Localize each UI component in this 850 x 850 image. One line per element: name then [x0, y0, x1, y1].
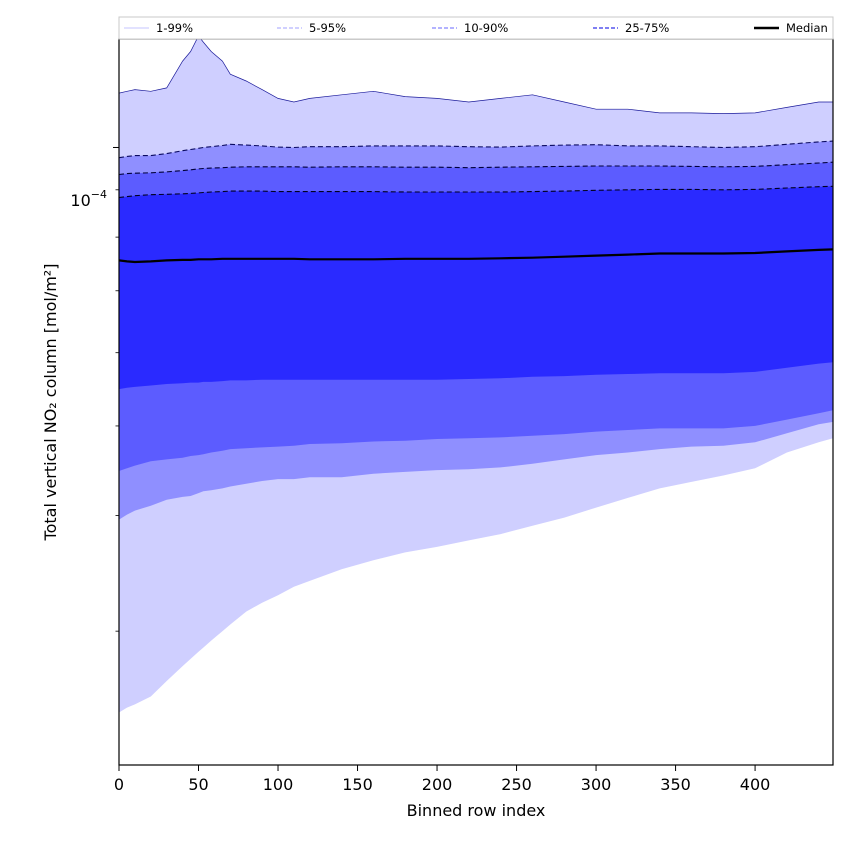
legend-item-1-99: 1-99% — [124, 21, 193, 35]
band-25-75 — [119, 186, 833, 390]
band-upper-edge-1-99 — [119, 39, 833, 114]
band-edges-layer — [119, 39, 833, 199]
bands-layer — [119, 39, 833, 713]
x-tick-label: 0 — [114, 775, 124, 794]
legend-item-25-75: 25-75% — [593, 21, 669, 35]
legend-label: Median — [786, 21, 828, 35]
x-tick-label: 350 — [660, 775, 691, 794]
x-tick-label: 250 — [501, 775, 532, 794]
x-tick-label: 300 — [581, 775, 612, 794]
x-tick-label: 200 — [422, 775, 453, 794]
x-axis-ticks: 0 50 100 150 200 250 300 350 400 — [114, 765, 770, 794]
legend: 1-99% 5-95% 10-90% 25-75% Median — [118, 16, 834, 40]
x-tick-label: 150 — [342, 775, 373, 794]
legend-label: 5-95% — [309, 21, 346, 35]
x-axis-label: Binned row index — [407, 801, 546, 820]
band-upper-edge-5-95 — [119, 140, 833, 159]
band-upper-edge-25-75 — [119, 185, 833, 199]
legend-item-median: Median — [754, 21, 828, 35]
median-layer — [119, 248, 833, 264]
legend-label: 25-75% — [625, 21, 669, 35]
legend-item-10-90: 10-90% — [432, 21, 508, 35]
x-tick-label: 100 — [263, 775, 294, 794]
y-axis-ticks — [113, 146, 119, 632]
legend-label: 10-90% — [464, 21, 508, 35]
legend-label: 1-99% — [156, 21, 193, 35]
legend-item-5-95: 5-95% — [277, 21, 346, 35]
x-tick-label: 50 — [188, 775, 208, 794]
y-axis-label: Total vertical NO₂ column [mol/m²] — [41, 264, 60, 542]
y-tick-label-major: 10−4 — [70, 188, 107, 210]
y-tick-label-base: 10 — [70, 191, 90, 210]
legend-box — [118, 16, 834, 40]
series-line-median — [119, 248, 833, 264]
y-tick-label-exponent: −4 — [91, 188, 107, 201]
x-tick-label: 400 — [740, 775, 771, 794]
band-upper-edge-10-90 — [119, 161, 833, 176]
